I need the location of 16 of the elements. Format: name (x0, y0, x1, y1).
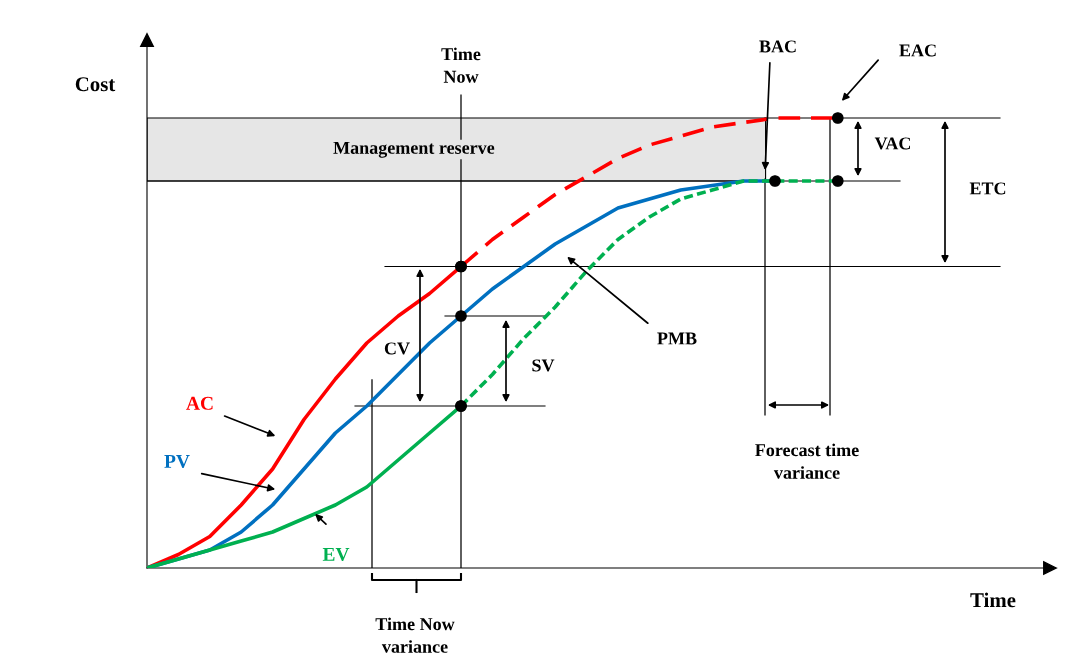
annotation: SV (532, 359, 555, 372)
text: Time Now (441, 47, 481, 83)
band-label: Management reserve (333, 141, 495, 158)
y-axis-title: Cost (75, 77, 116, 92)
text: Time Now variance (375, 617, 455, 653)
series-label: EV (322, 547, 350, 561)
text: VAC (874, 137, 911, 150)
text: EAC (899, 44, 936, 57)
text: PV (164, 454, 190, 468)
text: ETC (969, 182, 1006, 195)
text: Time (970, 592, 1016, 608)
text: BAC (759, 40, 796, 53)
annotation: Forecast time variance (755, 443, 859, 479)
text: AC (186, 396, 213, 410)
annotation: CV (384, 342, 410, 355)
annotation: PMB (657, 332, 697, 345)
